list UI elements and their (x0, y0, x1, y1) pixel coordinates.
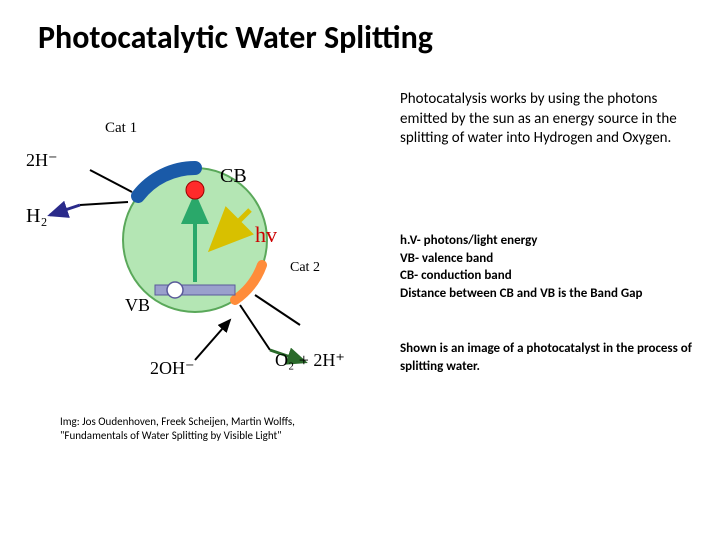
electron-icon (186, 181, 204, 199)
cat2-lead-2 (240, 305, 270, 350)
h2-out-arrow (50, 205, 80, 215)
cat1-lead-2 (80, 202, 128, 205)
h2-label: H₂ (26, 205, 47, 228)
hole-icon (167, 282, 183, 298)
legend-block: h.V- photons/light energy VB- valence ba… (400, 232, 700, 302)
image-credit: Img: Jos Oudenhoven, Freek Scheijen, Mar… (60, 415, 360, 443)
legend-line-4: Distance between CB and VB is the Band G… (400, 285, 700, 303)
cat2-label: Cat 2 (290, 260, 320, 276)
diagram-svg (20, 110, 360, 390)
two-oh-minus-label: 2OH⁻ (150, 358, 195, 379)
hv-label: hv (255, 222, 277, 248)
legend-line-1: h.V- photons/light energy (400, 232, 700, 250)
oh-in-arrow (195, 320, 230, 360)
page-title: Photocatalytic Water Splitting (38, 18, 433, 57)
cat1-lead-1 (90, 170, 132, 192)
vb-label: VB (125, 295, 150, 316)
photocatalyst-diagram: Cat 1 2H⁻ H₂ CB hv Cat 2 VB 2OH⁻ O₂ + 2H… (20, 110, 360, 390)
description-text: Photocatalysis works by using the photon… (400, 90, 680, 149)
caption-text: Shown is an image of a photocatalyst in … (400, 340, 700, 375)
two-h-minus-label: 2H⁻ (26, 150, 58, 171)
cat2-lead-1 (255, 295, 300, 325)
cat1-label: Cat 1 (105, 120, 137, 137)
o2-2h-label: O₂ + 2H⁺ (275, 350, 345, 371)
cb-label: CB (220, 165, 247, 188)
legend-line-3: CB- conduction band (400, 267, 700, 285)
legend-line-2: VB- valence band (400, 250, 700, 268)
